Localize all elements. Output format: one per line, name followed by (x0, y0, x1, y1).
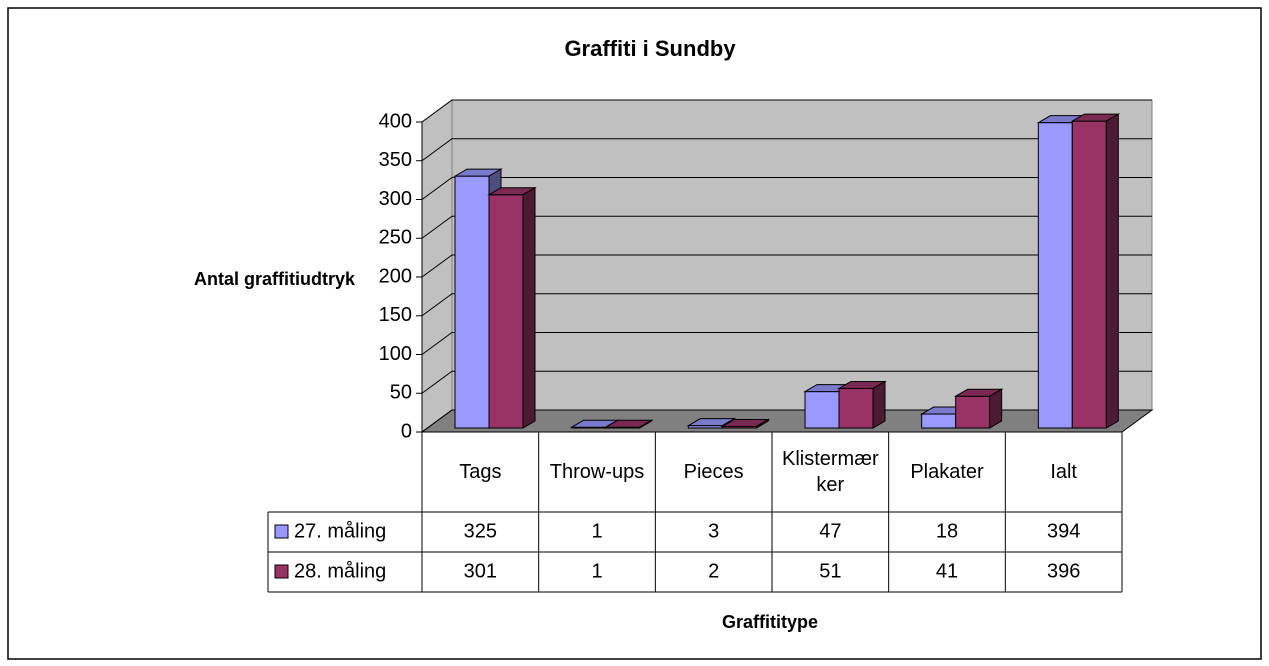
y-tick-label: 0 (401, 420, 412, 442)
y-tick-label: 400 (379, 110, 412, 132)
x-tick-label: Ialt (1050, 461, 1077, 483)
x-tick-label: Klistermærker (781, 448, 879, 496)
legend-swatch (274, 564, 289, 579)
category-cell: Plakater (910, 461, 984, 483)
legend-label: 27. måling (294, 520, 386, 542)
grid-line (421, 177, 1152, 200)
table-value: 396 (1047, 560, 1080, 582)
category-cell: Ialt (1050, 461, 1077, 483)
y-tick-label: 250 (379, 227, 412, 249)
table-value: 325 (464, 520, 497, 542)
grid-line (421, 293, 1152, 317)
x-tick-label: Pieces (683, 461, 744, 483)
legend-swatch (274, 524, 289, 539)
grid-line (421, 99, 1152, 123)
category-cell: Pieces (683, 461, 744, 483)
table-value: 301 (464, 560, 497, 582)
bar-front (804, 391, 840, 429)
table-value: 3 (708, 520, 719, 542)
bar-front (488, 194, 524, 429)
bar-side (1105, 113, 1119, 429)
grid-line (421, 254, 1152, 278)
grid-line (421, 138, 1152, 162)
bar-front (921, 413, 957, 429)
x-axis-label: Graffititype (722, 612, 818, 632)
y-tick-label: 300 (379, 188, 412, 210)
y-tick-label: 50 (390, 382, 412, 404)
table-value: 2 (708, 560, 719, 582)
bar-front (1071, 120, 1107, 429)
x-tick-label: Plakater (910, 461, 984, 483)
grid-line (421, 215, 1152, 239)
category-cell: Tags (459, 461, 502, 483)
y-tick-label: 200 (379, 265, 412, 287)
bar-front (955, 395, 991, 429)
y-tick-label: 350 (379, 149, 412, 171)
y-tick-label: 150 (379, 304, 412, 326)
table-value: 1 (591, 520, 602, 542)
table-value: 51 (819, 560, 841, 582)
table-value: 47 (819, 520, 841, 542)
category-cell: Throw-ups (549, 461, 645, 483)
grid-line (421, 409, 1152, 433)
bar-side (639, 419, 653, 429)
x-tick-label: Tags (459, 461, 502, 483)
bar-side (755, 418, 769, 429)
table-value: 41 (936, 560, 958, 582)
grid-line (421, 370, 1152, 394)
table-value: 18 (936, 520, 958, 542)
table-value: 394 (1047, 520, 1080, 542)
chart-title: Graffiti i Sundby (564, 36, 736, 61)
bar-side (989, 388, 1003, 429)
bar-front (454, 175, 490, 429)
category-cell: Klistermærker (781, 448, 879, 496)
bar-side (872, 380, 886, 429)
bar-front (838, 387, 874, 429)
bar-front (1037, 122, 1073, 429)
y-axis-label: Antal graffitiudtryk (194, 269, 356, 289)
legend-label: 28. måling (294, 560, 386, 582)
bar-side (522, 186, 536, 429)
table-value: 1 (591, 560, 602, 582)
y-tick-label: 100 (379, 343, 412, 365)
grid-line (421, 332, 1152, 355)
x-tick-label: Throw-ups (549, 461, 645, 483)
